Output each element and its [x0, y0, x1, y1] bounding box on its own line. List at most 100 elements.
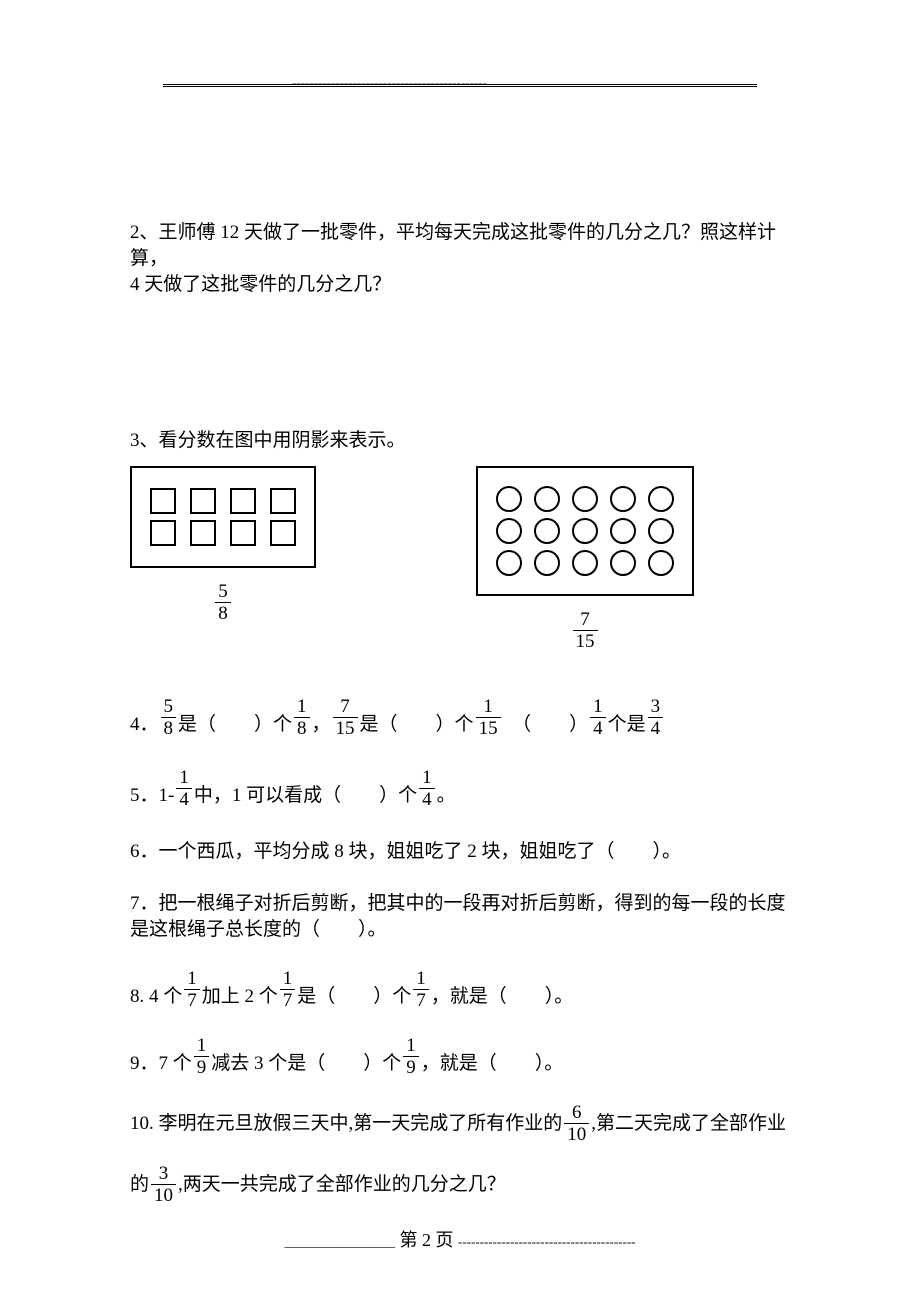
- fraction-denominator: 8: [294, 717, 310, 738]
- q8-t3: ，就是（ ）。: [431, 984, 574, 1010]
- fraction-denominator: 9: [403, 1056, 419, 1077]
- q9-t1: 减去 3 个是（ ）个: [211, 1051, 401, 1077]
- q8-prefix: 8. 4 个: [130, 984, 182, 1010]
- circle-row: [496, 486, 674, 512]
- question-2: 2、王师傅 12 天做了一批零件，平均每天完成这批零件的几分之几？照这样计算， …: [130, 220, 790, 298]
- circle-cell: [534, 518, 560, 544]
- circle-cell: [610, 486, 636, 512]
- square-cell: [270, 520, 296, 546]
- fraction-denominator: 7: [413, 989, 429, 1010]
- circle-cell: [496, 486, 522, 512]
- fraction: 17: [280, 969, 296, 1010]
- circle-cell: [572, 486, 598, 512]
- fraction-denominator: 8: [161, 717, 177, 738]
- square-cell: [230, 488, 256, 514]
- q2-line2: 4 天做了这批零件的几分之几？: [130, 272, 790, 298]
- fraction-numerator: 7: [337, 697, 353, 717]
- fraction: 19: [194, 1036, 210, 1077]
- q8-t2: 是（ ）个: [297, 984, 411, 1010]
- fraction-denominator: 4: [648, 717, 664, 738]
- question-3-title: 3、看分数在图中用阴影来表示。: [130, 428, 790, 454]
- circle-cell: [610, 518, 636, 544]
- footer-page-label: 第 2 页: [400, 1230, 454, 1250]
- fraction-numerator: 7: [577, 610, 593, 630]
- fraction-5-8: 5 8: [215, 582, 231, 623]
- q7-line2: 是这根绳子总长度的（ ）。: [130, 917, 790, 943]
- square-row: [150, 520, 296, 546]
- fraction: 310: [151, 1164, 176, 1205]
- fraction-numerator: 1: [176, 768, 192, 788]
- circle-cell: [648, 550, 674, 576]
- question-8: 8. 4 个 17 加上 2 个 17 是（ ）个 17 ，就是（ ）。: [130, 969, 790, 1010]
- fraction-denominator: 15: [333, 717, 358, 738]
- fraction-numerator: 1: [403, 1036, 419, 1056]
- fraction-denominator: 7: [184, 989, 200, 1010]
- question-10-line2: 的 310 ,两天一共完成了全部作业的几分之几？: [130, 1164, 790, 1205]
- fraction-numerator: 1: [184, 969, 200, 989]
- circle-cell: [610, 550, 636, 576]
- q7-line1: 7．把一根绳子对折后剪断，把其中的一段再对折后剪断，得到的每一段的长度: [130, 891, 790, 917]
- circle-cell: [572, 518, 598, 544]
- fraction: 14: [176, 768, 192, 809]
- circle-cell: [648, 486, 674, 512]
- fraction-numerator: 1: [194, 1036, 210, 1056]
- circle-cell: [496, 550, 522, 576]
- diagram-circles-box: [476, 466, 694, 596]
- fraction-denominator: 4: [590, 717, 606, 738]
- fraction-denominator: 7: [280, 989, 296, 1010]
- fraction: 17: [184, 969, 200, 1010]
- q9-prefix: 9．7 个: [130, 1051, 192, 1077]
- q4-t1: 是（ ）个: [178, 712, 292, 738]
- q4-t2: ，: [312, 712, 331, 738]
- diagram-squares-col: 5 8: [130, 466, 316, 651]
- fraction-denominator: 10: [151, 1184, 176, 1205]
- fraction-numerator: 6: [569, 1103, 585, 1123]
- square-cell: [150, 488, 176, 514]
- content: 2、王师傅 12 天做了一批零件，平均每天完成这批零件的几分之几？照这样计算， …: [130, 220, 790, 1205]
- square-cell: [270, 488, 296, 514]
- q9-t2: ，就是（ ）。: [421, 1051, 564, 1077]
- square-cell: [190, 520, 216, 546]
- fraction-denominator: 9: [194, 1056, 210, 1077]
- diagram-squares-box: [130, 466, 316, 568]
- fraction-numerator: 3: [156, 1164, 172, 1184]
- circle-cell: [648, 518, 674, 544]
- fraction: 715: [333, 697, 358, 738]
- fraction-numerator: 5: [161, 697, 177, 717]
- q2-line1: 2、王师傅 12 天做了一批零件，平均每天完成这批零件的几分之几？照这样计算，: [130, 220, 790, 272]
- q10-l1b: ,第二天完成了全部作业: [591, 1111, 786, 1137]
- fraction-denominator: 8: [215, 602, 231, 623]
- diagram-circles-col: 7 15: [476, 466, 694, 651]
- footer: _________________ 第 2 页 ----------------…: [0, 1226, 920, 1252]
- fraction: 18: [294, 697, 310, 738]
- fraction-denominator: 15: [573, 630, 598, 651]
- q8-t1: 加上 2 个: [202, 984, 278, 1010]
- fraction: 58: [161, 697, 177, 738]
- circle-cell: [572, 550, 598, 576]
- page: ----------------------------------------…: [0, 0, 920, 1302]
- circle-cell: [496, 518, 522, 544]
- fraction-numerator: 1: [480, 697, 496, 717]
- footer-dashes-left: _________________: [285, 1234, 396, 1249]
- square-cell: [190, 488, 216, 514]
- q4-t3: 是（ ）个: [360, 712, 474, 738]
- fraction-numerator: 1: [294, 697, 310, 717]
- question-3-diagrams: 5 8: [130, 466, 790, 651]
- fraction-numerator: 3: [648, 697, 664, 717]
- footer-inner: _________________ 第 2 页 ----------------…: [279, 1226, 642, 1252]
- fraction: 14: [419, 768, 435, 809]
- q5-t2: 。: [437, 783, 456, 809]
- fraction: 17: [413, 969, 429, 1010]
- fraction-denominator: 10: [564, 1123, 589, 1144]
- q10-l2a: 的: [130, 1172, 149, 1198]
- footer-dashes-right: ----------------------------------------…: [458, 1234, 636, 1249]
- fraction: 19: [403, 1036, 419, 1077]
- fraction: 610: [564, 1103, 589, 1144]
- question-9: 9．7 个 19 减去 3 个是（ ）个 19 ，就是（ ）。: [130, 1036, 790, 1077]
- question-6: 6．一个西瓜，平均分成 8 块，姐姐吃了 2 块，姐姐吃了（ ）。: [130, 839, 790, 865]
- fraction: 115: [476, 697, 501, 738]
- square-cell: [150, 520, 176, 546]
- circle-row: [496, 550, 674, 576]
- circle-cell: [534, 550, 560, 576]
- fraction-denominator: 4: [176, 788, 192, 809]
